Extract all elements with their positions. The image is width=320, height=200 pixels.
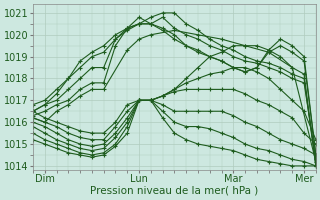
X-axis label: Pression niveau de la mer( hPa ): Pression niveau de la mer( hPa ) <box>90 186 259 196</box>
